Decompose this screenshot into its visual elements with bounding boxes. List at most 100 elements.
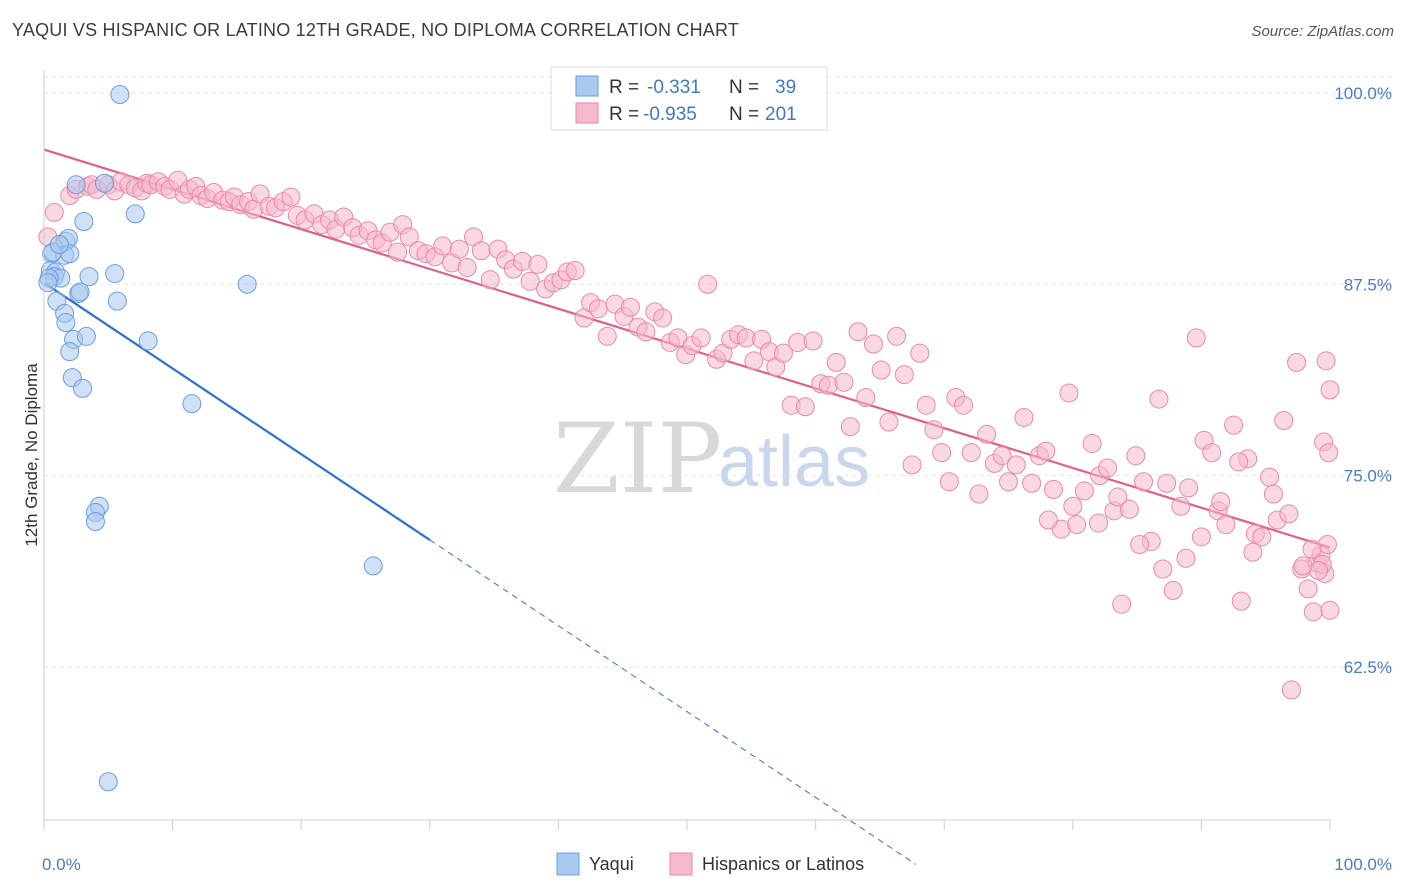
hispanic-point-107 [834, 372, 854, 392]
hispanic-point-126 [977, 424, 997, 444]
hispanic-point-189 [1211, 492, 1231, 512]
hispanic-point-196 [1063, 496, 1083, 516]
axes: 62.5% 75.0% 87.5% 100.0% 0.0% 100.0% [42, 70, 1392, 874]
hispanic-point-166 [1274, 411, 1294, 431]
hispanic-point-67 [528, 254, 548, 274]
hispanic-point-156 [1202, 443, 1222, 463]
hispanic-point-35 [281, 187, 301, 207]
yaqui-point-28 [73, 378, 93, 398]
hispanic-point-142 [1098, 458, 1118, 478]
hispanic-point-146 [1126, 446, 1146, 466]
hispanic-point-175 [1320, 600, 1340, 620]
hispanic-point-121 [939, 472, 959, 492]
yaqui-point-32 [85, 512, 105, 532]
hispanic-point-194 [1108, 487, 1128, 507]
hispanic-point-147 [1134, 472, 1154, 492]
legend-n-value-yaqui: 39 [775, 77, 796, 98]
hispanic-point-83 [653, 308, 673, 328]
yaqui-point-37 [49, 234, 69, 254]
hispanic-point-99 [773, 343, 793, 363]
yaqui-point-29 [182, 394, 202, 414]
yaqui-point-38 [70, 282, 90, 302]
hispanic-point-134 [1036, 441, 1056, 461]
hispanic-point-123 [953, 395, 973, 415]
hispanic-point-124 [961, 443, 981, 463]
hispanic-point-197 [1038, 510, 1058, 530]
hispanic-point-117 [910, 343, 930, 363]
hispanic-point-139 [1074, 481, 1094, 501]
hispanic-point-61 [480, 270, 500, 290]
yaqui-point-1 [66, 175, 86, 195]
hispanic-point-65 [512, 251, 532, 271]
y-tick-label-0: 62.5% [1344, 658, 1392, 677]
yaqui-point-15 [79, 267, 99, 287]
hispanic-point-140 [1082, 433, 1102, 453]
yaqui-point-4 [74, 212, 94, 232]
legend-r-value-yaqui: -0.331 [647, 77, 701, 98]
hispanic-point-103 [803, 331, 823, 351]
yaqui-point-0 [110, 84, 130, 104]
hispanic-point-180 [1316, 351, 1336, 371]
legend-swatch-yaqui [575, 75, 599, 97]
legend-bottom: Yaqui Hispanics or Latinos [556, 852, 864, 876]
hispanic-point-1 [44, 202, 64, 222]
data-points [38, 84, 1340, 792]
hispanic-point-193 [1130, 534, 1150, 554]
hispanic-point-149 [1149, 389, 1169, 409]
watermark-zip: ZIP [553, 403, 722, 515]
hispanic-point-95 [744, 351, 764, 371]
hispanic-point-151 [1163, 580, 1183, 600]
hispanic-point-187 [1243, 542, 1263, 562]
hispanic-point-164 [1260, 467, 1280, 487]
hispanic-point-183 [1302, 539, 1322, 559]
legend-r-value-hispanic: -0.935 [643, 104, 697, 125]
hispanic-point-105 [818, 375, 838, 395]
hispanic-point-195 [1089, 513, 1109, 533]
hispanic-point-58 [457, 257, 477, 277]
hispanic-point-115 [894, 365, 914, 385]
hispanic-point-158 [1216, 515, 1236, 535]
grid-lines [44, 76, 1392, 668]
yaqui-trend-line [43, 281, 431, 541]
hispanic-point-106 [826, 352, 846, 372]
hispanic-point-188 [1229, 452, 1249, 472]
yaqui-point-25 [138, 331, 158, 351]
legend-swatch-hispanic [575, 102, 599, 124]
bottom-legend-swatch-yaqui [556, 852, 580, 876]
hispanic-point-112 [871, 360, 891, 380]
yaqui-point-3 [125, 204, 145, 224]
hispanic-point-145 [1119, 499, 1139, 519]
watermark-atlas: atlas [718, 422, 870, 502]
yaqui-point-35 [38, 273, 58, 293]
hispanic-point-116 [902, 455, 922, 475]
hispanic-point-55 [433, 236, 453, 256]
hispanic-point-154 [1186, 328, 1206, 348]
yaqui-point-20 [107, 291, 127, 311]
hispanic-point-125 [969, 484, 989, 504]
yaqui-point-34 [98, 772, 118, 792]
hispanic-point-51 [399, 227, 419, 247]
bottom-legend-label-yaqui: Yaqui [589, 854, 634, 874]
bottom-legend-swatch-hispanic [669, 852, 693, 876]
hispanic-point-102 [795, 397, 815, 417]
legend-n-label-hispanic: N = [729, 104, 759, 125]
yaqui-point-33 [363, 556, 383, 576]
hispanic-point-81 [636, 322, 656, 342]
hispanic-point-186 [1263, 484, 1283, 504]
y-axis-label: 12th Grade, No Diploma [22, 363, 41, 547]
hispanic-point-144 [1112, 594, 1132, 614]
legend-n-label-yaqui: N = [729, 77, 759, 98]
hispanic-point-129 [999, 472, 1018, 492]
hispanic-point-163 [1252, 527, 1272, 547]
hispanic-point-72 [565, 261, 585, 281]
hispanic-point-171 [1303, 602, 1323, 622]
hispanic-point-135 [1044, 479, 1064, 499]
hispanic-point-137 [1059, 383, 1079, 403]
x-tick-label-1: 100.0% [1334, 855, 1392, 874]
x-tick-label-0: 0.0% [42, 855, 81, 874]
bottom-legend-label-hispanic: Hispanics or Latinos [702, 854, 864, 874]
source-label: Source: ZipAtlas.com [1251, 23, 1394, 40]
hispanic-point-168 [1287, 352, 1307, 372]
hispanic-point-130 [1006, 455, 1026, 475]
hispanic-point-128 [992, 446, 1012, 466]
